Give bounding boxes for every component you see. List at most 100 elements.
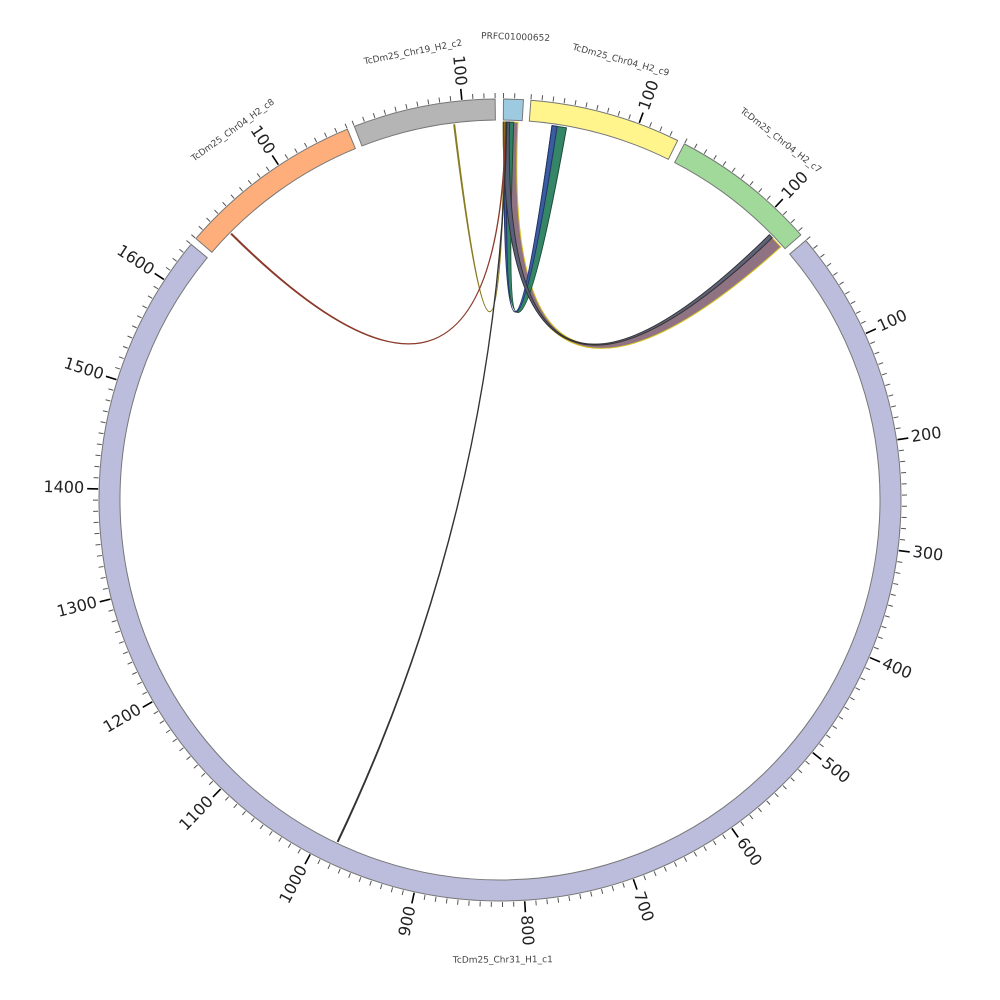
ideogram-segment[interactable] [98,239,902,902]
minor-tick [887,604,893,607]
tick-label: 100 [247,122,280,158]
tick-label: 800 [517,915,538,947]
minor-tick [96,443,102,446]
ideogram-segment[interactable] [502,98,524,122]
minor-tick [208,780,214,786]
major-tick [459,88,463,100]
minor-tick [749,814,754,820]
link-ribbon[interactable] [502,121,773,346]
tick-label: 700 [630,889,658,924]
minor-tick [541,95,544,101]
minor-tick [351,120,355,126]
ideogram-segment[interactable] [674,143,802,250]
minor-tick [839,281,844,286]
minor-tick [297,848,301,854]
minor-tick [712,840,717,846]
minor-tick [805,760,810,765]
minor-tick [731,167,736,173]
minor-tick [782,210,788,216]
minor-tick [673,861,678,867]
minor-tick [568,895,571,902]
link-ribbon[interactable] [336,121,508,843]
ideogram-segment[interactable] [195,128,357,253]
minor-tick [870,341,876,345]
minor-tick [878,362,884,365]
tick-label: 100 [634,77,662,112]
minor-tick [819,743,824,748]
major-tick [897,437,909,441]
tick-label: 1200 [100,700,145,737]
minor-tick [832,725,838,730]
minor-tick [214,209,219,214]
minor-tick [327,864,331,870]
minor-tick [337,868,341,874]
segment-label: TcDm25_Chr19_H2_c2 [362,38,463,67]
minor-tick [259,824,264,830]
minor-tick [256,173,261,178]
minor-tick [860,677,866,681]
ideogram-segment[interactable] [353,98,496,147]
links-layer [230,121,782,843]
ideogram-layer [98,98,902,902]
minor-tick [622,882,625,888]
tick-label: 300 [912,542,945,565]
minor-tick [362,116,365,122]
minor-tick [873,646,879,650]
minor-tick [552,96,555,102]
minor-tick [844,291,850,295]
minor-tick [774,792,779,798]
link-ribbon[interactable] [230,121,507,345]
minor-tick [890,405,897,408]
minor-tick [230,194,235,199]
minor-tick [844,706,850,711]
minor-tick [118,356,124,360]
major-tick [774,198,784,208]
minor-tick [287,843,292,848]
minor-tick [179,248,184,253]
minor-tick [722,834,726,840]
minor-tick [222,201,227,207]
minor-tick [607,107,610,113]
minor-tick [897,561,903,563]
minor-tick [885,383,891,386]
minor-tick [797,769,803,774]
minor-tick [247,179,252,185]
minor-tick [427,99,430,105]
link-ribbon[interactable] [503,121,558,313]
minor-tick [122,651,128,655]
ideogram-segment[interactable] [528,99,679,160]
minor-tick [127,661,133,665]
tick-label: 400 [879,653,915,682]
minor-tick [884,615,890,618]
minor-tick [96,555,102,557]
minor-tick [850,300,856,305]
tick-label: 1300 [55,592,99,620]
minor-tick [798,227,803,232]
link-ribbon[interactable] [453,121,506,312]
minor-tick [191,234,196,239]
tick-label: 200 [910,423,943,446]
minor-tick [438,97,441,103]
minor-tick [142,691,148,695]
minor-tick [153,285,159,290]
minor-tick [663,866,667,872]
minor-tick [579,893,582,899]
minor-tick [118,641,124,644]
ticks-layer: 100 100 100 200 300 400 500 600 700 800 900 1000 110… [43,54,944,946]
minor-tick [563,98,566,104]
major-tick [523,901,527,913]
minor-tick [98,565,104,568]
minor-tick [147,295,153,299]
major-tick [812,751,822,761]
minor-tick [659,126,663,132]
minor-tick [241,810,246,816]
major-tick [99,598,111,603]
minor-tick [585,102,588,108]
minor-tick [372,113,376,119]
minor-tick [294,148,298,154]
minor-tick [265,166,270,172]
minor-tick [201,772,206,777]
minor-tick [557,897,560,903]
minor-tick [722,161,727,166]
major-tick [898,549,910,553]
